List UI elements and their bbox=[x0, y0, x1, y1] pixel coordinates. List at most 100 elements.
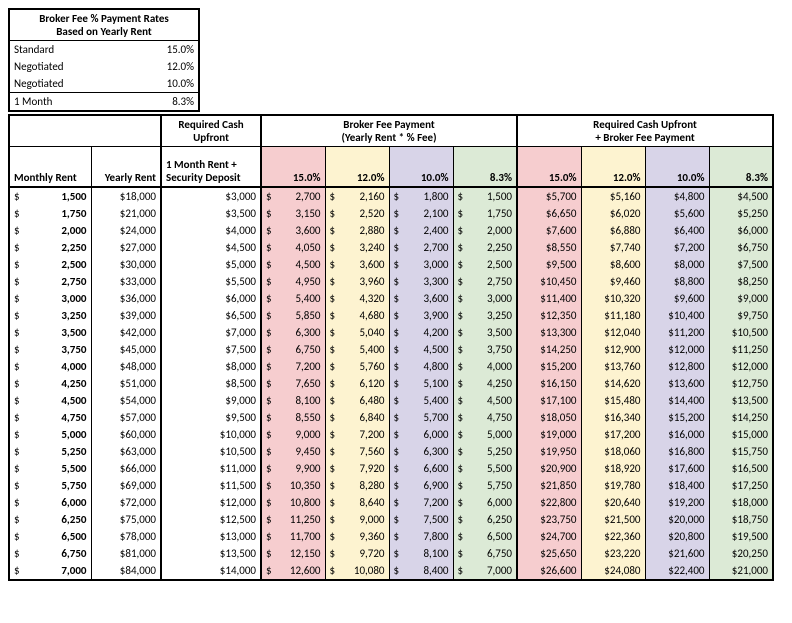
rate-label: Standard bbox=[9, 41, 126, 59]
cell-fee: $6,900 bbox=[389, 477, 453, 494]
cell-fee: $5,400 bbox=[389, 392, 453, 409]
cell-yearly-rent: $78,000 bbox=[91, 528, 161, 545]
cell-fee: $1,750 bbox=[453, 205, 517, 222]
cell-yearly-rent: $33,000 bbox=[91, 273, 161, 290]
cell-fee: $6,480 bbox=[325, 392, 389, 409]
cell-fee: $11,250 bbox=[261, 511, 325, 528]
cell-total: $23,220 bbox=[581, 545, 645, 562]
cell-total: $16,500 bbox=[709, 460, 773, 477]
cell-fee: $6,300 bbox=[389, 443, 453, 460]
cell-total: $5,600 bbox=[645, 205, 709, 222]
cell-monthly-rent: $3,750 bbox=[9, 341, 91, 358]
cell-total: $13,760 bbox=[581, 358, 645, 375]
cell-total: $12,900 bbox=[581, 341, 645, 358]
cell-yearly-rent: $30,000 bbox=[91, 256, 161, 273]
cell-fee: $9,000 bbox=[261, 426, 325, 443]
cell-fee: $2,700 bbox=[261, 187, 325, 205]
cell-fee: $7,800 bbox=[389, 528, 453, 545]
cell-monthly-rent: $3,250 bbox=[9, 307, 91, 324]
cell-upfront: $11,500 bbox=[161, 477, 261, 494]
cell-total: $8,250 bbox=[709, 273, 773, 290]
table-row: $4,250$51,000$8,500$7,650$6,120$5,100$4,… bbox=[9, 375, 773, 392]
cell-total: $21,500 bbox=[581, 511, 645, 528]
cell-monthly-rent: $4,000 bbox=[9, 358, 91, 375]
cell-fee: $1,800 bbox=[389, 187, 453, 205]
cell-upfront: $11,000 bbox=[161, 460, 261, 477]
cell-fee: $4,750 bbox=[453, 409, 517, 426]
cell-total: $13,500 bbox=[709, 392, 773, 409]
cell-monthly-rent: $5,500 bbox=[9, 460, 91, 477]
cell-fee: $3,250 bbox=[453, 307, 517, 324]
cell-upfront: $3,000 bbox=[161, 187, 261, 205]
cell-fee: $8,400 bbox=[389, 562, 453, 580]
cell-upfront: $4,500 bbox=[161, 239, 261, 256]
cell-total: $13,300 bbox=[517, 324, 581, 341]
cell-fee: $2,880 bbox=[325, 222, 389, 239]
cell-yearly-rent: $45,000 bbox=[91, 341, 161, 358]
cell-total: $9,500 bbox=[517, 256, 581, 273]
cell-fee: $4,200 bbox=[389, 324, 453, 341]
cell-fee: $8,100 bbox=[261, 392, 325, 409]
cell-total: $24,700 bbox=[517, 528, 581, 545]
cell-fee: $7,500 bbox=[389, 511, 453, 528]
cell-upfront: $6,500 bbox=[161, 307, 261, 324]
cell-fee: $3,000 bbox=[389, 256, 453, 273]
cell-total: $16,340 bbox=[581, 409, 645, 426]
table-row: $1,750$21,000$3,500$3,150$2,520$2,100$1,… bbox=[9, 205, 773, 222]
cell-fee: $9,360 bbox=[325, 528, 389, 545]
rate-pct: 15.0% bbox=[126, 41, 199, 59]
cell-fee: $7,560 bbox=[325, 443, 389, 460]
cell-fee: $4,050 bbox=[261, 239, 325, 256]
hdr-sec-deposit: 1 Month Rent + Security Deposit bbox=[161, 147, 261, 187]
cell-fee: $6,840 bbox=[325, 409, 389, 426]
cell-upfront: $10,500 bbox=[161, 443, 261, 460]
cell-total: $20,900 bbox=[517, 460, 581, 477]
cell-total: $8,550 bbox=[517, 239, 581, 256]
table-row: $5,250$63,000$10,500$9,450$7,560$6,300$5… bbox=[9, 443, 773, 460]
cell-upfront: $14,000 bbox=[161, 562, 261, 580]
cell-total: $23,750 bbox=[517, 511, 581, 528]
table-row: $5,000$60,000$10,000$9,000$7,200$6,000$5… bbox=[9, 426, 773, 443]
cell-fee: $9,720 bbox=[325, 545, 389, 562]
cell-total: $5,250 bbox=[709, 205, 773, 222]
cell-monthly-rent: $5,750 bbox=[9, 477, 91, 494]
cell-fee: $4,680 bbox=[325, 307, 389, 324]
cell-fee: $2,160 bbox=[325, 187, 389, 205]
cell-fee: $5,700 bbox=[389, 409, 453, 426]
rates-title-l2: Based on Yearly Rent bbox=[56, 25, 152, 38]
hdr-pct-1: 12.0% bbox=[325, 147, 389, 187]
hdr-yearly-rent: Yearly Rent bbox=[91, 147, 161, 187]
cell-monthly-rent: $3,500 bbox=[9, 324, 91, 341]
table-row: $3,500$42,000$7,000$6,300$5,040$4,200$3,… bbox=[9, 324, 773, 341]
cell-fee: $5,850 bbox=[261, 307, 325, 324]
cell-monthly-rent: $6,250 bbox=[9, 511, 91, 528]
cell-fee: $6,250 bbox=[453, 511, 517, 528]
cell-fee: $3,240 bbox=[325, 239, 389, 256]
table-row: $6,000$72,000$12,000$10,800$8,640$7,200$… bbox=[9, 494, 773, 511]
cell-yearly-rent: $39,000 bbox=[91, 307, 161, 324]
cell-fee: $8,550 bbox=[261, 409, 325, 426]
cell-fee: $8,640 bbox=[325, 494, 389, 511]
cell-yearly-rent: $36,000 bbox=[91, 290, 161, 307]
table-row: $7,000$84,000$14,000$12,600$10,080$8,400… bbox=[9, 562, 773, 580]
cell-total: $6,020 bbox=[581, 205, 645, 222]
cell-total: $14,620 bbox=[581, 375, 645, 392]
cell-fee: $2,520 bbox=[325, 205, 389, 222]
hdr-pct-3: 8.3% bbox=[453, 147, 517, 187]
cell-total: $5,700 bbox=[517, 187, 581, 205]
cell-fee: $10,350 bbox=[261, 477, 325, 494]
cell-total: $13,600 bbox=[645, 375, 709, 392]
rate-pct: 10.0% bbox=[126, 75, 199, 93]
cell-fee: $2,750 bbox=[453, 273, 517, 290]
table-row: $1,500$18,000$3,000$2,700$2,160$1,800$1,… bbox=[9, 187, 773, 205]
cell-monthly-rent: $1,750 bbox=[9, 205, 91, 222]
cell-total: $21,850 bbox=[517, 477, 581, 494]
main-table: Required Cash Upfront Broker Fee Payment… bbox=[8, 114, 774, 581]
cell-fee: $6,750 bbox=[261, 341, 325, 358]
cell-fee: $3,750 bbox=[453, 341, 517, 358]
cell-total: $7,500 bbox=[709, 256, 773, 273]
table-row: $5,750$69,000$11,500$10,350$8,280$6,900$… bbox=[9, 477, 773, 494]
hdr-monthly-rent: Monthly Rent bbox=[9, 147, 91, 187]
cell-fee: $2,000 bbox=[453, 222, 517, 239]
cell-fee: $12,600 bbox=[261, 562, 325, 580]
